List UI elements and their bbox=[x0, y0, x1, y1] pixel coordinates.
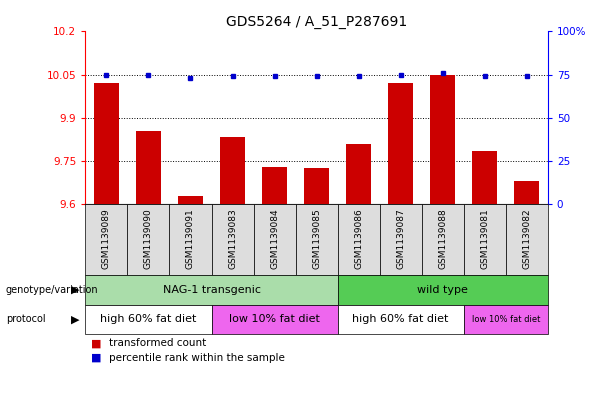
Text: GSM1139082: GSM1139082 bbox=[522, 208, 531, 268]
Bar bbox=[337, 275, 548, 305]
Text: ■: ■ bbox=[91, 338, 102, 349]
Bar bbox=[296, 204, 337, 275]
Text: high 60% fat diet: high 60% fat diet bbox=[352, 314, 449, 324]
Bar bbox=[464, 305, 548, 334]
Bar bbox=[337, 204, 380, 275]
Text: genotype/variation: genotype/variation bbox=[6, 285, 98, 295]
Text: ■: ■ bbox=[91, 353, 102, 363]
Bar bbox=[337, 305, 464, 334]
Text: wild type: wild type bbox=[417, 285, 468, 295]
Bar bbox=[211, 204, 253, 275]
Bar bbox=[178, 196, 203, 204]
Text: GSM1139087: GSM1139087 bbox=[396, 208, 405, 269]
Bar bbox=[85, 275, 337, 305]
Text: ▶: ▶ bbox=[71, 314, 80, 324]
Bar bbox=[464, 204, 506, 275]
Bar bbox=[170, 204, 211, 275]
Text: GSM1139088: GSM1139088 bbox=[438, 208, 447, 269]
Bar bbox=[85, 305, 211, 334]
Bar bbox=[380, 204, 422, 275]
Title: GDS5264 / A_51_P287691: GDS5264 / A_51_P287691 bbox=[226, 15, 407, 29]
Text: ▶: ▶ bbox=[71, 285, 80, 295]
Text: GSM1139081: GSM1139081 bbox=[480, 208, 489, 269]
Bar bbox=[211, 305, 337, 334]
Text: GSM1139090: GSM1139090 bbox=[144, 208, 153, 269]
Text: GSM1139091: GSM1139091 bbox=[186, 208, 195, 269]
Bar bbox=[253, 204, 296, 275]
Text: transformed count: transformed count bbox=[109, 338, 206, 349]
Bar bbox=[422, 204, 464, 275]
Bar bbox=[388, 83, 413, 204]
Text: protocol: protocol bbox=[6, 314, 45, 324]
Text: GSM1139089: GSM1139089 bbox=[102, 208, 111, 269]
Bar bbox=[85, 204, 127, 275]
Bar bbox=[262, 167, 287, 204]
Text: low 10% fat diet: low 10% fat diet bbox=[229, 314, 320, 324]
Text: GSM1139085: GSM1139085 bbox=[312, 208, 321, 269]
Text: GSM1139086: GSM1139086 bbox=[354, 208, 363, 269]
Bar bbox=[430, 75, 455, 204]
Bar bbox=[220, 137, 245, 204]
Text: NAG-1 transgenic: NAG-1 transgenic bbox=[163, 285, 260, 295]
Bar bbox=[514, 181, 540, 204]
Bar bbox=[94, 83, 119, 204]
Bar bbox=[304, 168, 329, 204]
Bar bbox=[346, 144, 371, 204]
Text: percentile rank within the sample: percentile rank within the sample bbox=[109, 353, 285, 363]
Bar bbox=[136, 131, 161, 204]
Text: GSM1139083: GSM1139083 bbox=[228, 208, 237, 269]
Text: GSM1139084: GSM1139084 bbox=[270, 208, 279, 268]
Text: high 60% fat diet: high 60% fat diet bbox=[100, 314, 197, 324]
Bar bbox=[127, 204, 170, 275]
Bar bbox=[506, 204, 548, 275]
Text: low 10% fat diet: low 10% fat diet bbox=[472, 315, 540, 324]
Bar bbox=[472, 151, 497, 204]
